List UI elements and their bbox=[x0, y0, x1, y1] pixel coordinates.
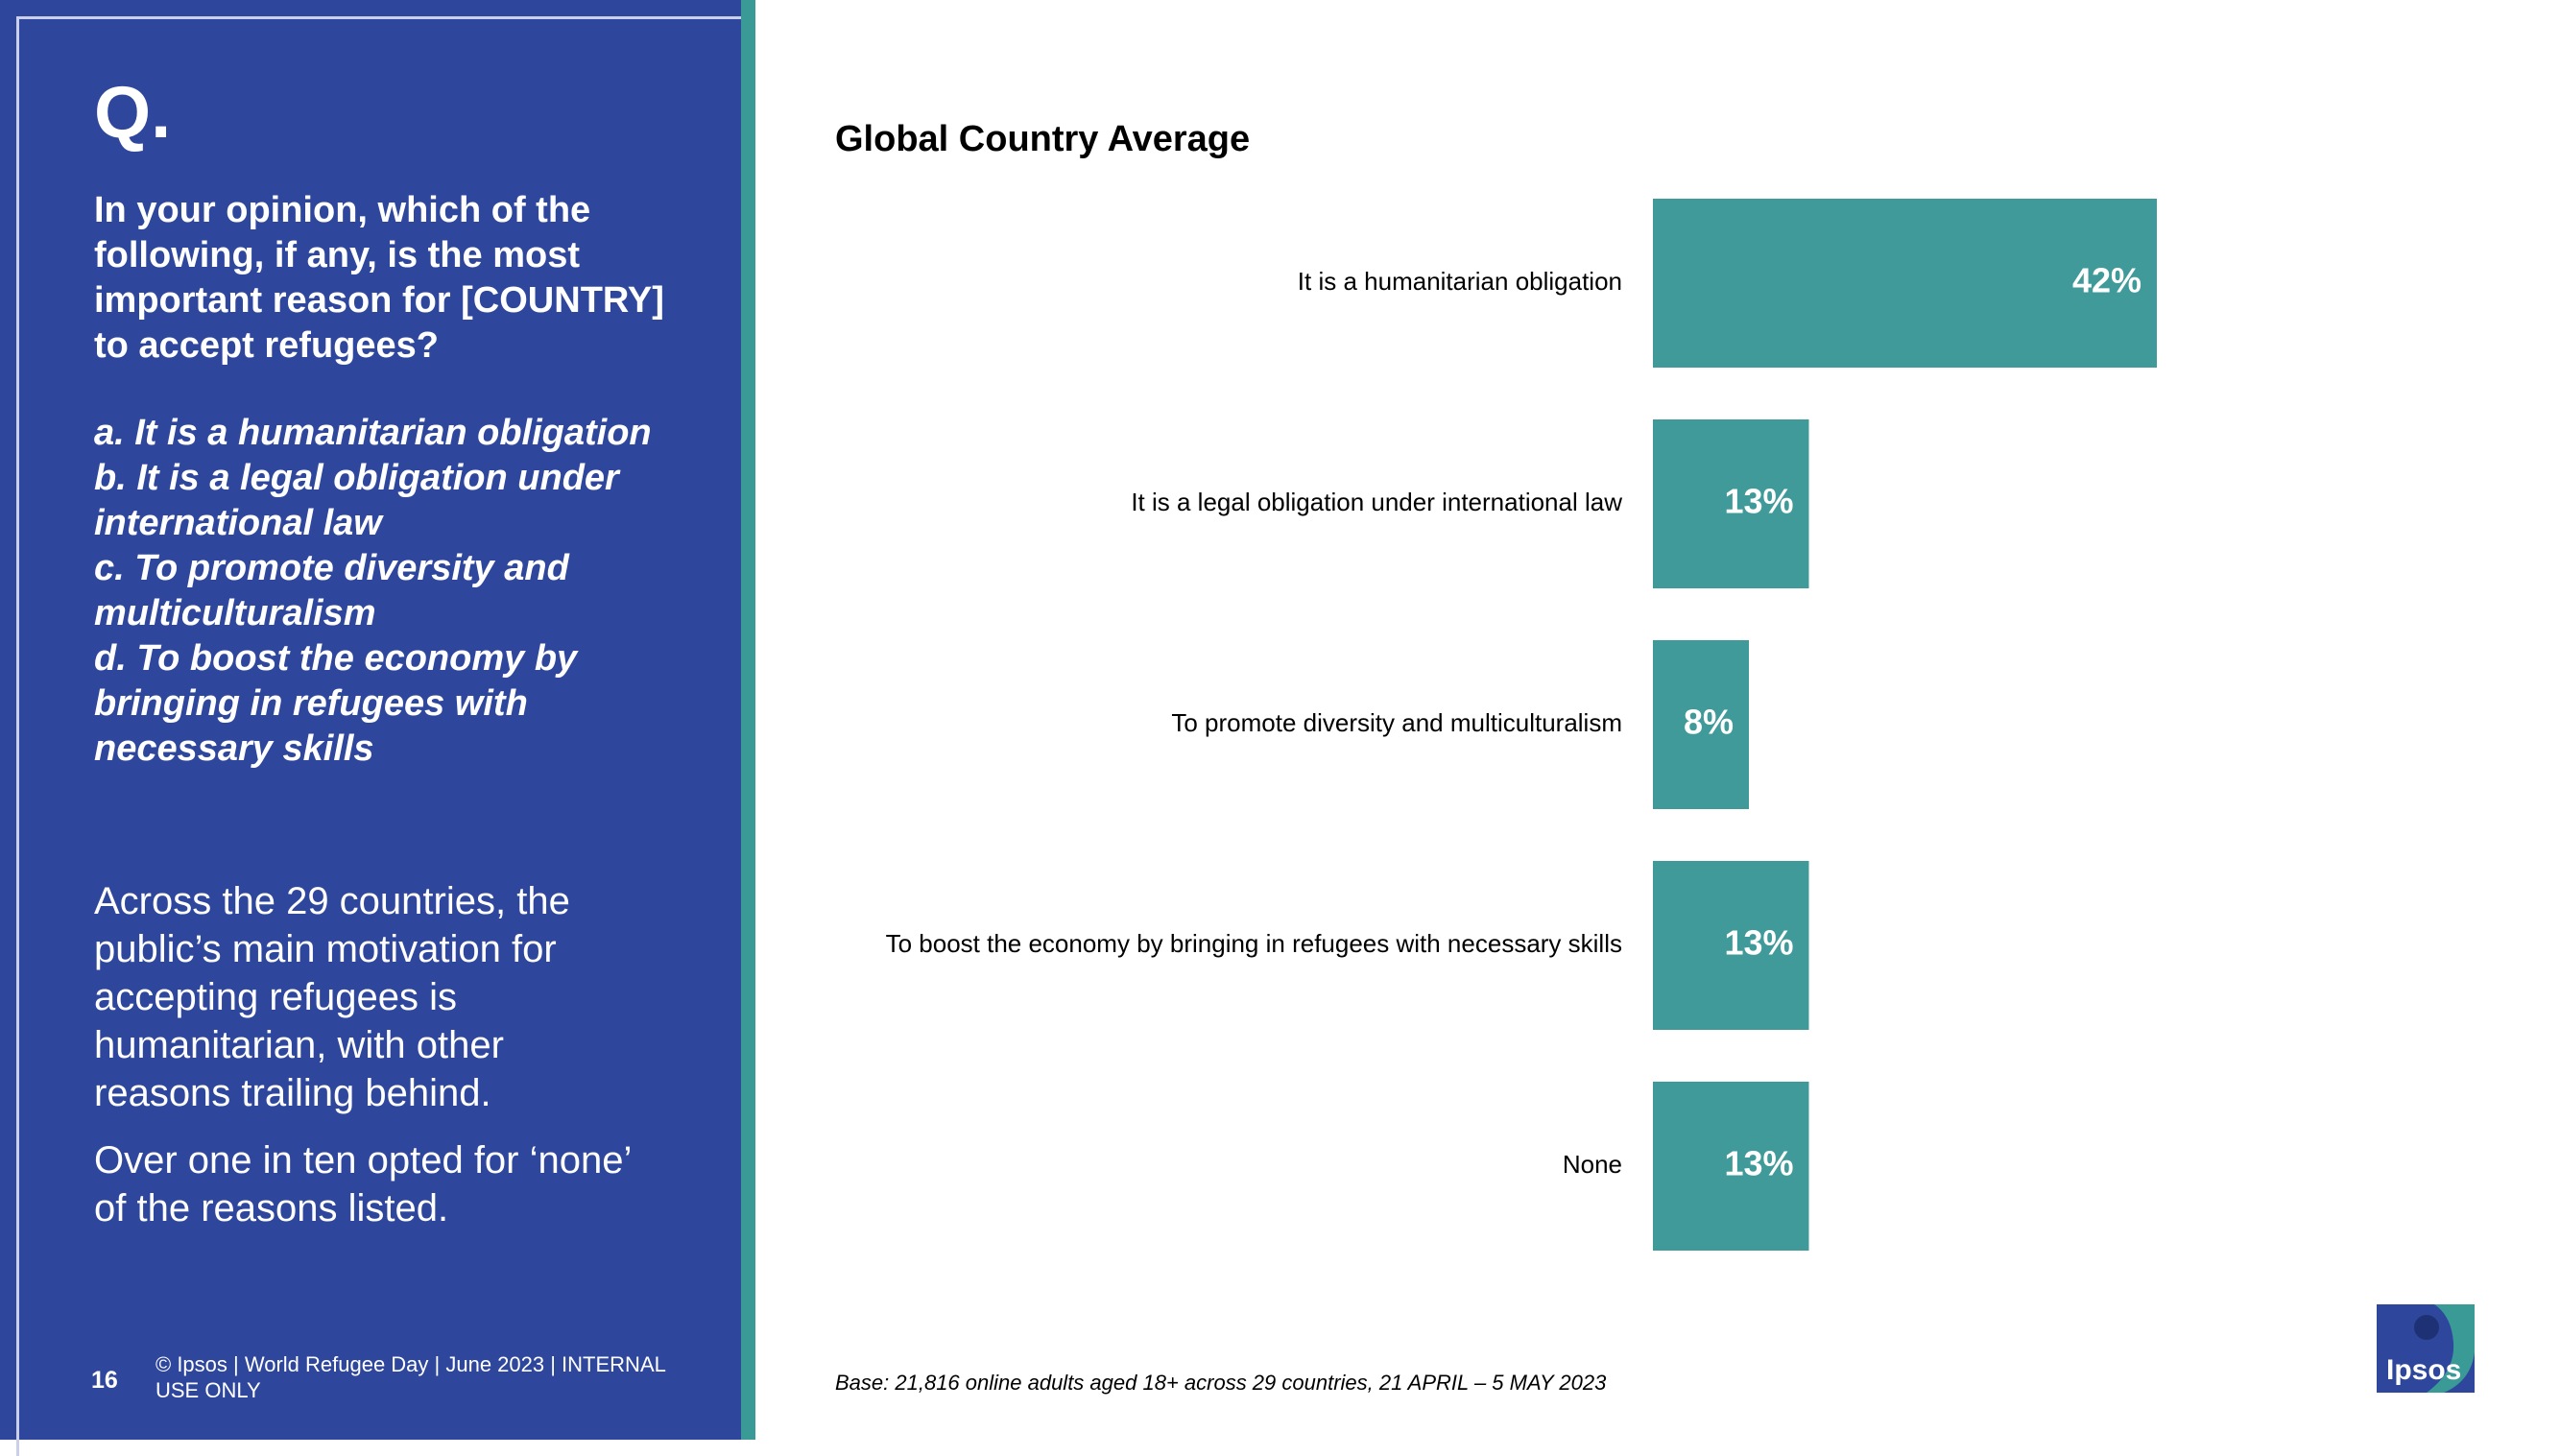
question-text: In your opinion, which of the following,… bbox=[94, 190, 664, 366]
category-label: It is a humanitarian obligation bbox=[1298, 267, 1622, 296]
page-number: 16 bbox=[91, 1367, 118, 1394]
q-mark: Q. bbox=[94, 72, 172, 154]
data-label: 8% bbox=[1684, 703, 1734, 742]
bar-chart: It is a humanitarian obligation 42% It is … bbox=[886, 199, 2157, 1251]
option-a: a. It is a humanitarian obligation bbox=[94, 413, 652, 453]
logo-swoosh bbox=[2427, 1304, 2475, 1393]
summary-paragraph: Across the 29 countries, the public’s ma… bbox=[94, 880, 570, 1114]
base-note: Base: 21,816 online adults aged 18+ acro… bbox=[835, 1371, 1607, 1395]
answer-options: a. It is a humanitarian obligation b. It… bbox=[94, 411, 708, 772]
option-c: c. To promote diversity and multicultura… bbox=[94, 548, 569, 633]
question-panel bbox=[0, 0, 741, 1440]
data-label: 13% bbox=[1724, 1144, 1793, 1183]
data-label: 42% bbox=[2072, 261, 2141, 300]
bar bbox=[1653, 861, 1809, 1030]
bar bbox=[1653, 640, 1749, 809]
ipsos-logo: Ipsos bbox=[2377, 1304, 2475, 1393]
category-label: To boost the economy by bringing in refu… bbox=[886, 929, 1622, 958]
option-d: d. To boost the economy by bringing in r… bbox=[94, 638, 578, 769]
chart-title: Global Country Average bbox=[835, 119, 1251, 159]
bar bbox=[1653, 199, 2157, 368]
category-label: It is a legal obligation under internati… bbox=[1131, 488, 1622, 516]
footer-text: © Ipsos | World Refugee Day | June 2023 … bbox=[156, 1352, 666, 1402]
panel-frame bbox=[16, 16, 752, 1456]
bar bbox=[1653, 419, 1809, 588]
accent-strip bbox=[741, 0, 755, 1440]
data-label: 13% bbox=[1724, 482, 1793, 521]
bar bbox=[1653, 1082, 1809, 1251]
summary-paragraph: Over one in ten opted for ‘none’ of the … bbox=[94, 1139, 631, 1229]
data-label: 13% bbox=[1724, 923, 1793, 963]
category-label: None bbox=[1563, 1150, 1622, 1179]
logo-head bbox=[2414, 1315, 2439, 1340]
option-b: b. It is a legal obligation under intern… bbox=[94, 458, 619, 543]
logo-text: Ipsos bbox=[2386, 1354, 2461, 1386]
category-label: To promote diversity and multiculturalis… bbox=[1171, 708, 1622, 737]
summary: Across the 29 countries, the public’s ma… bbox=[94, 877, 632, 1252]
